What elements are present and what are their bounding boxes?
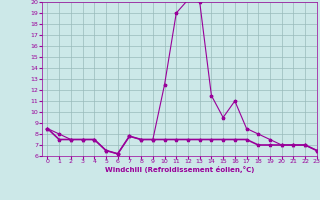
X-axis label: Windchill (Refroidissement éolien,°C): Windchill (Refroidissement éolien,°C) bbox=[105, 166, 254, 173]
